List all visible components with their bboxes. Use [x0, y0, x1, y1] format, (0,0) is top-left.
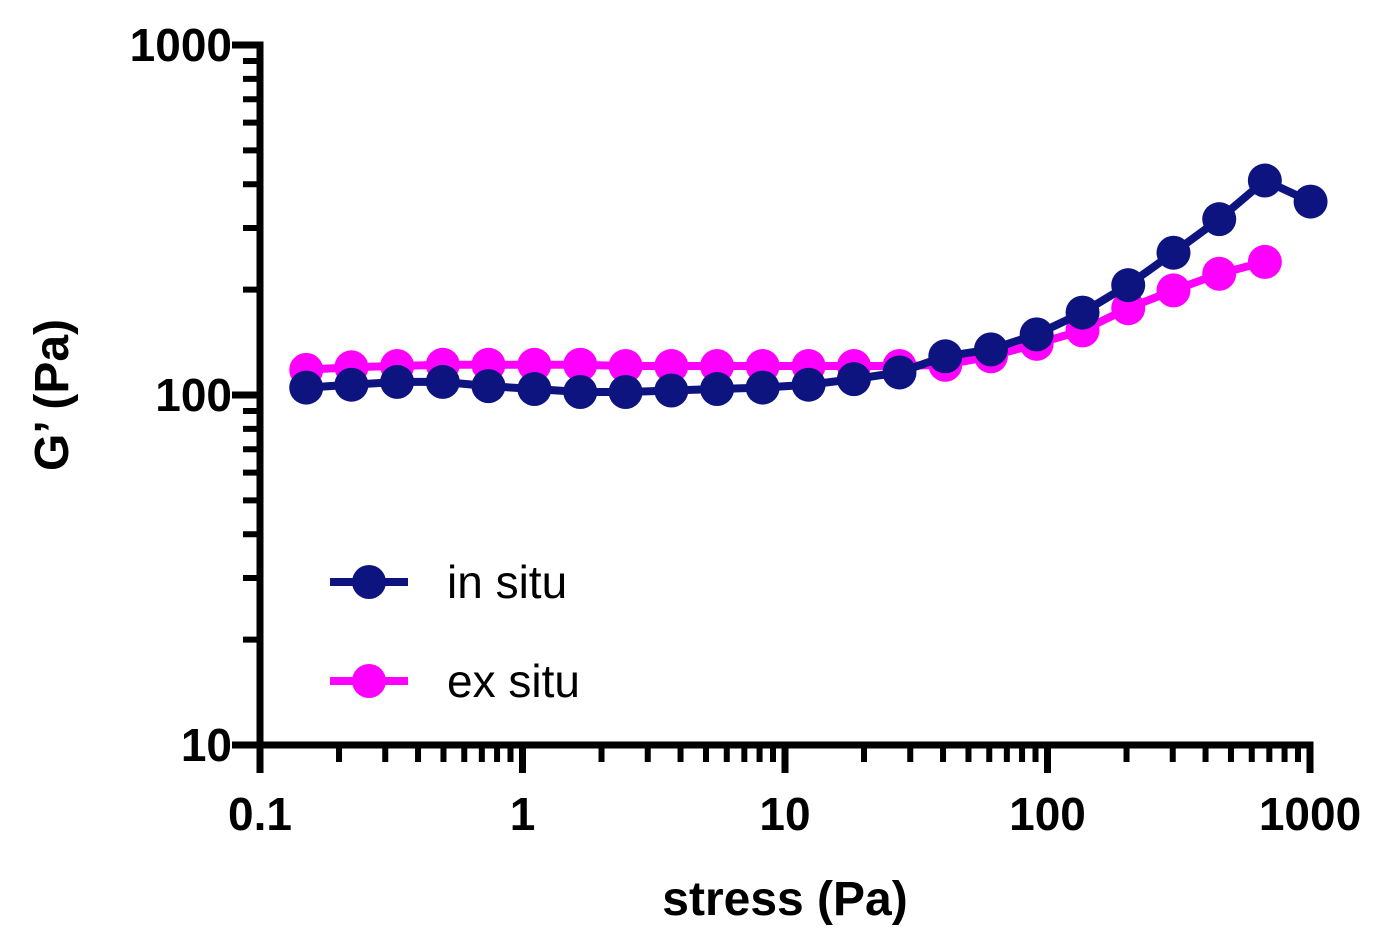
legend-label-in-situ: in situ — [447, 556, 567, 608]
data-point-in-situ — [1247, 163, 1282, 198]
data-point-in-situ — [334, 367, 369, 402]
series-layer — [289, 163, 1328, 409]
data-point-in-situ — [563, 374, 598, 409]
data-point-ex-situ — [608, 349, 643, 384]
x-tick-label: 10 — [759, 788, 810, 840]
data-point-in-situ — [1156, 235, 1191, 270]
x-tick-label: 100 — [1009, 788, 1086, 840]
y-tick-label: 10 — [181, 719, 232, 771]
data-point-in-situ — [425, 364, 460, 399]
legend-item-in-situ: in situ — [330, 556, 567, 608]
data-point-in-situ — [1019, 317, 1054, 352]
y-axis-title: G’ (Pa) — [26, 319, 79, 471]
data-point-in-situ — [380, 364, 415, 399]
series-line-ex-situ — [305, 258, 1266, 374]
data-point-in-situ — [471, 369, 506, 404]
data-point-ex-situ — [1156, 273, 1191, 308]
data-point-ex-situ — [654, 349, 689, 384]
data-point-in-situ — [608, 374, 643, 409]
y-axis-major-ticks — [232, 41, 260, 749]
data-point-ex-situ — [1247, 244, 1282, 279]
data-point-in-situ — [836, 362, 871, 397]
legend: in situ ex situ — [330, 556, 580, 707]
data-point-in-situ — [517, 372, 552, 407]
data-point-in-situ — [973, 332, 1008, 367]
x-axis-tick-labels: 0.1 1 10 100 1000 — [228, 788, 1361, 840]
data-point-in-situ — [928, 339, 963, 374]
data-point-ex-situ — [517, 347, 552, 382]
data-point-ex-situ — [563, 347, 598, 382]
legend-marker-in-situ — [352, 565, 386, 599]
legend-item-ex-situ: ex situ — [330, 655, 580, 707]
data-point-ex-situ — [1202, 256, 1237, 291]
data-point-in-situ — [1065, 295, 1100, 330]
x-tick-label: 1000 — [1259, 788, 1361, 840]
x-axis-major-ticks — [256, 745, 1314, 773]
legend-marker-ex-situ — [352, 664, 386, 698]
x-tick-label: 0.1 — [228, 788, 292, 840]
y-axis-tick-labels: 10 100 1000 — [130, 19, 232, 771]
data-point-in-situ — [1111, 268, 1146, 303]
data-point-in-situ — [654, 373, 689, 408]
x-axis-title: stress (Pa) — [662, 873, 907, 926]
data-point-in-situ — [1202, 202, 1237, 237]
data-point-in-situ — [1293, 184, 1328, 219]
data-point-in-situ — [882, 355, 917, 390]
series-in-situ — [289, 163, 1328, 409]
legend-label-ex-situ: ex situ — [447, 655, 580, 707]
series-ex-situ — [289, 244, 1282, 387]
y-tick-label: 1000 — [130, 19, 232, 71]
data-point-in-situ — [700, 372, 735, 407]
data-point-in-situ — [289, 370, 324, 405]
data-point-in-situ — [791, 367, 826, 402]
x-tick-label: 1 — [510, 788, 536, 840]
data-point-in-situ — [745, 370, 780, 405]
y-tick-label: 100 — [155, 369, 232, 421]
